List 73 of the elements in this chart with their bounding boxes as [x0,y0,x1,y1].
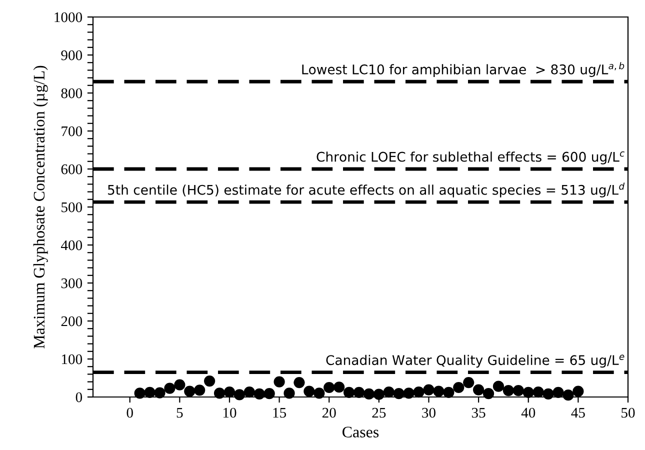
x-tick-label: 40 [521,408,536,418]
point [413,386,424,398]
point [463,377,474,388]
point [194,384,206,396]
point [482,388,494,400]
point [144,386,156,398]
point [373,388,384,400]
point [304,386,315,397]
ref-line-label: Canadian Water Quality Guideline = 65 ug/L$^{e}$ [326,354,624,368]
point [562,390,574,401]
point [164,382,176,394]
point [264,388,275,400]
y-tick-label: 500 [62,202,82,212]
x-tick-label: 30 [422,408,436,418]
point [522,386,534,398]
point [532,386,544,398]
x-tick-label: 5 [176,408,183,418]
point [343,386,355,398]
point [244,386,255,398]
point [334,382,345,393]
y-axis-title: Maximum Glyphosate Concentration (µg/L) [33,66,48,348]
point [324,382,335,394]
point [274,376,285,388]
point [363,388,375,400]
y-tick-label: 600 [61,164,82,174]
ref-line-label: Lowest LC10 for amphibian larvae > 830 ug/L$^{a,b}$ [302,62,624,77]
ref-line-label: 5th centile (HC5) estimate for acute effects on all aquatic species = 513 ug/L$^{d}$ [108,182,625,198]
y-tick-label: 400 [60,240,82,250]
point [393,388,404,400]
point [314,388,325,399]
y-tick-label: 900 [61,50,82,60]
point [134,388,146,399]
point [552,386,564,398]
point [423,384,434,396]
point [154,387,166,398]
point [443,386,454,398]
x-tick-label: 0 [126,408,133,418]
point [284,388,295,399]
y-tick-label: 700 [62,126,82,136]
point [254,388,265,400]
point [224,386,236,398]
point [453,382,464,394]
point [294,377,305,388]
ref-line-label: Chronic LOEC for sublethal effects = 600 ug/L$^{c}$ [316,151,624,164]
point [234,389,246,400]
x-tick-label: 35 [472,408,486,418]
y-tick-label: 100 [62,354,82,364]
x-tick-label: 20 [322,408,336,418]
point [204,375,216,387]
point [572,386,584,397]
point [492,380,504,392]
point [184,386,196,397]
x-tick-label: 45 [571,408,585,418]
point [542,388,554,400]
x-tick-label: 50 [622,408,635,418]
y-tick-label: 1000 [54,12,82,22]
point [512,384,524,396]
point [353,386,365,398]
point [174,379,186,390]
y-tick-label: 0 [76,392,82,402]
point [433,386,444,397]
y-tick-label: 800 [61,88,82,98]
point [473,384,484,396]
x-axis-title: Cases [342,426,379,438]
point [383,386,394,398]
x-tick-label: 10 [223,408,236,418]
y-tick-label: 300 [61,278,82,288]
x-tick-label: 25 [372,408,386,418]
point [403,388,414,399]
y-tick-label: 200 [61,316,82,326]
point [214,388,226,399]
point [502,384,514,396]
x-tick-label: 15 [273,408,286,418]
